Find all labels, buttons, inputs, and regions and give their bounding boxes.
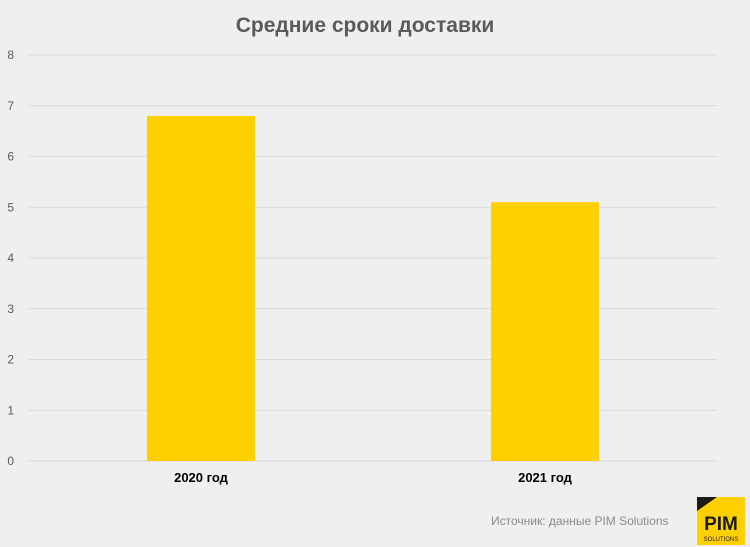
source-note: Источник: данные PIM Solutions — [491, 514, 669, 528]
y-tick-label: 6 — [7, 150, 14, 164]
x-axis-labels: 2020 год 2021 год — [174, 470, 573, 485]
y-tick-label: 5 — [7, 200, 14, 214]
y-tick-label: 3 — [7, 302, 14, 316]
bar — [491, 202, 599, 462]
pim-solutions-logo: PIM SOLUTIONS — [697, 497, 745, 545]
y-tick-label: 1 — [7, 403, 14, 417]
y-tick-label: 2 — [7, 353, 14, 367]
chart-title: Средние сроки доставки — [235, 14, 495, 37]
svg-text:SOLUTIONS: SOLUTIONS — [704, 537, 739, 543]
y-tick-label: 8 — [7, 48, 14, 62]
x-category-label: 2020 год — [174, 470, 229, 485]
grid-lines — [29, 54, 717, 462]
bar — [147, 115, 255, 462]
svg-text:PIM: PIM — [704, 514, 738, 535]
bars — [147, 115, 599, 462]
y-tick-label: 4 — [7, 251, 14, 265]
y-tick-label: 7 — [7, 99, 14, 113]
y-axis-ticks: 0 1 2 3 4 5 6 7 8 — [7, 48, 14, 468]
y-tick-label: 0 — [7, 454, 14, 468]
x-category-label: 2021 год — [518, 470, 573, 485]
